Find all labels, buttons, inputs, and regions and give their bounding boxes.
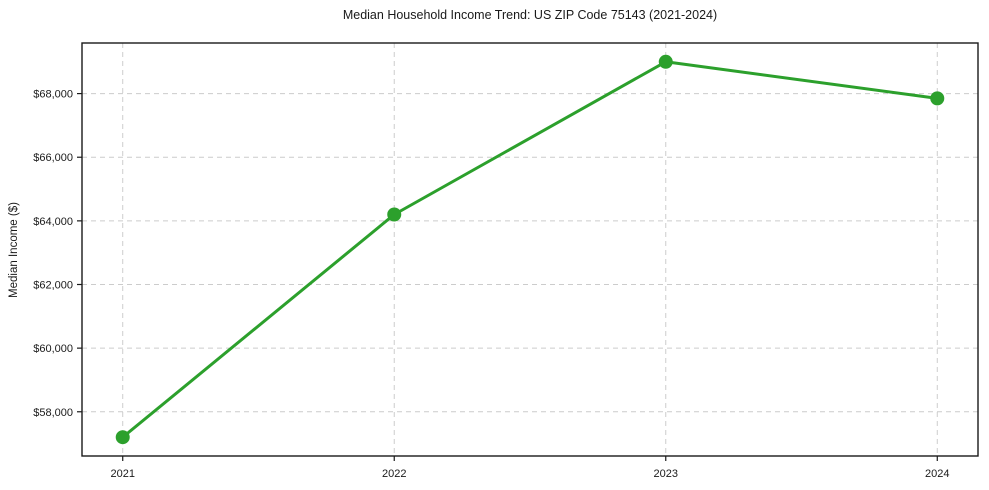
plot-frame xyxy=(81,42,979,457)
y-tick-label: $60,000 xyxy=(33,343,73,355)
y-tick-label: $58,000 xyxy=(33,407,73,419)
y-tick-label: $68,000 xyxy=(33,89,73,101)
y-tick-label: $66,000 xyxy=(33,152,73,164)
data-point-2022 xyxy=(387,207,402,222)
y-tick-label: $64,000 xyxy=(33,216,73,228)
data-point-2021 xyxy=(115,430,130,445)
x-tick-label: 2023 xyxy=(654,468,678,480)
x-tick-label: 2021 xyxy=(110,468,134,480)
y-tick-label: $62,000 xyxy=(33,280,73,292)
x-tick-label: 2024 xyxy=(925,468,949,480)
x-tick-label: 2022 xyxy=(382,468,406,480)
trend-line xyxy=(121,60,939,439)
data-point-2023 xyxy=(658,54,673,69)
data-point-2024 xyxy=(930,91,945,106)
chart-title: Median Household Income Trend: US ZIP Co… xyxy=(342,8,718,22)
